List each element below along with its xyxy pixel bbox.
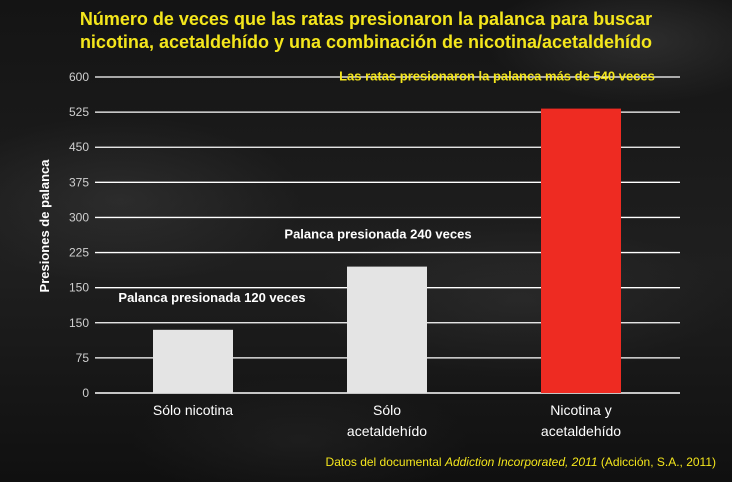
bar-annotation: Palanca presionada 120 veces: [118, 290, 305, 305]
y-tick-label: 600: [69, 70, 89, 84]
bar: [153, 329, 233, 393]
bar-annotation: Las ratas presionaron la palanca más de …: [339, 69, 655, 84]
y-tick-label: 300: [69, 210, 89, 224]
y-tick-label: 0: [82, 386, 89, 400]
chart-title: Número de veces que las ratas presionaro…: [0, 8, 732, 54]
source-suffix: (Adicción, S.A., 2011): [597, 455, 716, 469]
y-axis-label: Presiones de palanca: [37, 159, 52, 293]
y-tick-label: 150: [69, 281, 89, 295]
y-tick-label: 525: [69, 105, 89, 119]
y-tick-label: 450: [69, 140, 89, 154]
y-tick-label: 75: [76, 351, 90, 365]
y-tick-label: 150: [69, 316, 89, 330]
source-prefix: Datos del documental: [325, 455, 445, 469]
source-title: Addiction Incorporated, 2011: [444, 455, 598, 469]
x-category-label: Sólo: [373, 402, 401, 418]
bar: [541, 108, 621, 393]
chart-title-line-2: nicotina, acetaldehído y una combinación…: [79, 32, 653, 52]
x-category-label: acetaldehído: [541, 423, 621, 439]
x-category-label: Sólo nicotina: [153, 402, 233, 418]
bar: [347, 266, 427, 393]
y-tick-label: 225: [69, 246, 89, 260]
y-tick-label: 375: [69, 175, 89, 189]
chart-title-line-1: Número de veces que las ratas presionaro…: [79, 9, 653, 29]
x-category-label: acetaldehído: [347, 423, 427, 439]
source-footer: Datos del documental Addiction Incorpora…: [326, 455, 716, 469]
bar-annotation: Palanca presionada 240 veces: [284, 227, 471, 242]
x-category-label: Nicotina y: [550, 402, 611, 418]
